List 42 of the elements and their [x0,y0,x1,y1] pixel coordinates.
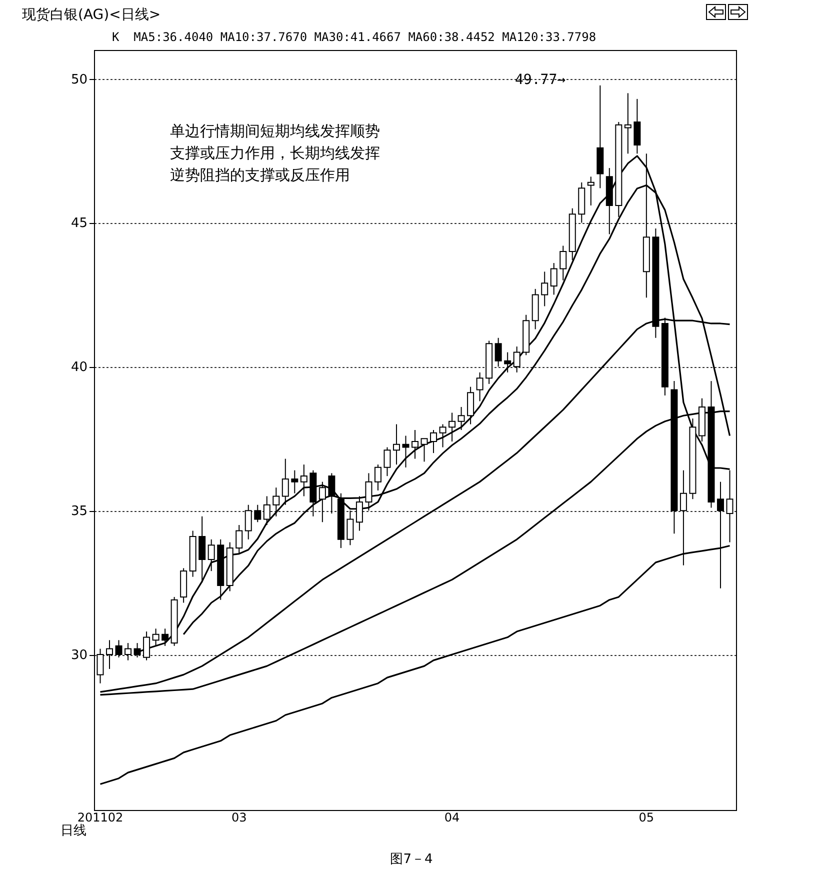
caption: 图7－4 [389,851,434,868]
candlestick [300,464,308,497]
candlestick [208,538,215,572]
x-tick-label: 201102 [77,810,124,824]
candlestick [282,458,289,506]
annotation: 逆势阻挡的支撑或反压作用 [170,165,351,186]
candlestick [384,446,391,477]
candlestick [392,424,400,466]
candlestick [402,435,410,468]
x-tick-label: 04 [444,810,460,824]
y-tick-label: 30 [70,648,88,664]
candlestick [198,516,206,584]
text: K MA5:36.4040 MA10:37.7670 MA30:41.4667 MA60:38.4452 MA120:33.7798 [112,30,596,44]
candlestick [236,524,243,554]
candlestick [420,438,428,462]
y-tick-label: 40 [70,360,88,376]
y-tick-label: 50 [70,72,88,88]
candlestick [467,386,474,425]
annotation: 49.77→ [515,72,566,88]
y-tick-label: 45 [70,216,88,232]
annotation: 单边行情期间短期均线发挥顺势 [170,121,380,142]
candlestick [476,372,484,402]
chart-title: 现货白银(AG)<日线> [22,6,161,24]
candlestick [458,406,465,430]
y-tick-label: 35 [70,504,88,520]
candlestick [430,430,438,454]
candlestick [412,430,418,460]
candlestick [152,628,160,646]
candlestick [291,470,298,494]
candlestick [439,424,446,448]
x-axis-title: 日线 [60,824,86,838]
x-tick-label: 05 [638,810,654,824]
candlestick [550,262,558,296]
candlestick [587,176,594,206]
candlestick [162,628,169,646]
candlestick [448,412,456,442]
candlestick [560,245,567,281]
x-tick-label: 03 [231,810,247,824]
candlestick [374,464,382,491]
candlestick [541,271,548,307]
annotation: 支撑或压力作用，长期均线发挥 [170,143,380,164]
candlestick [624,92,632,154]
